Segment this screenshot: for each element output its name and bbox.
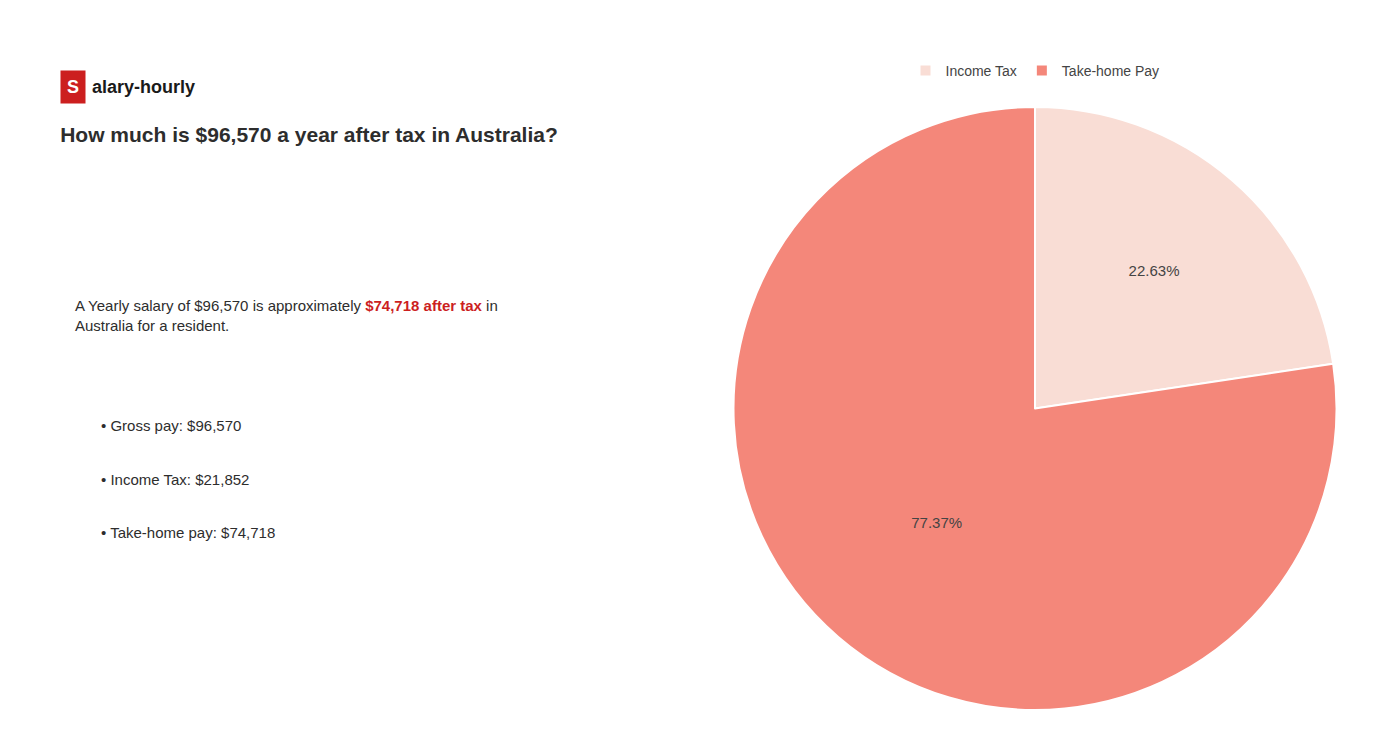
svg-text:• Income Tax: $21,852: • Income Tax: $21,852 — [101, 471, 249, 488]
svg-text:• Take-home pay: $74,718: • Take-home pay: $74,718 — [101, 524, 275, 541]
svg-text:Take-home Pay: Take-home Pay — [1062, 63, 1159, 79]
svg-text:77.37%: 77.37% — [911, 514, 962, 531]
svg-text:A Yearly salary of $96,570 is: A Yearly salary of $96,570 is approximat… — [75, 297, 498, 334]
svg-text:alary-hourly: alary-hourly — [92, 77, 195, 97]
svg-text:22.63%: 22.63% — [1129, 262, 1180, 279]
svg-text:S: S — [67, 77, 79, 97]
svg-text:How much is $96,570 a year aft: How much is $96,570 a year after tax in … — [60, 123, 558, 146]
svg-text:Income Tax: Income Tax — [946, 63, 1017, 79]
svg-text:• Gross pay: $96,570: • Gross pay: $96,570 — [101, 417, 241, 434]
